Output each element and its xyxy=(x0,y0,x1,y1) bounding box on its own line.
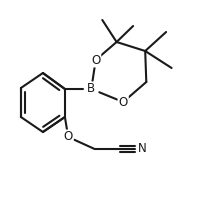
Text: O: O xyxy=(64,130,73,144)
Text: O: O xyxy=(91,53,100,66)
Text: B: B xyxy=(87,82,95,95)
Text: N: N xyxy=(138,142,146,156)
Text: O: O xyxy=(119,96,128,108)
